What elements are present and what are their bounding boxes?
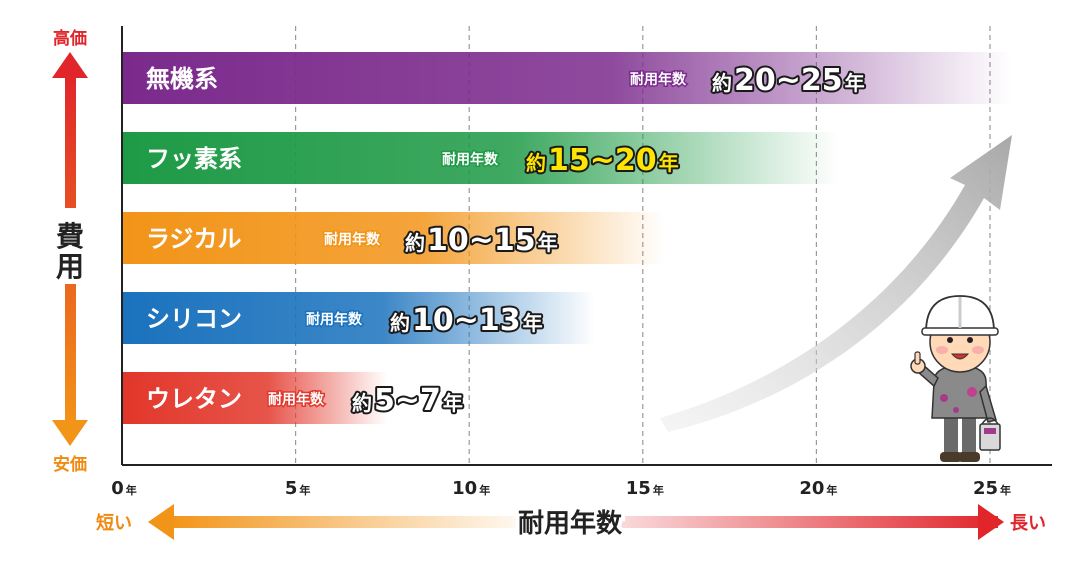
life-prefix-label: 耐用年数 (442, 151, 499, 168)
bar-category-label: シリコン (146, 305, 242, 333)
y-axis-title: 費用 (56, 220, 84, 283)
cost-arrow-up-icon (52, 52, 88, 78)
x-tick-label: 20 年 (799, 478, 837, 499)
duration-long-label: 長い (1010, 513, 1046, 534)
bar-category-label: フッ素系 (146, 145, 242, 173)
worker-mascot-icon (910, 295, 1001, 462)
life-prefix-label: 耐用年数 (630, 71, 687, 88)
life-range-label: 約20~25 年 (712, 63, 865, 98)
cost-label-bg (50, 208, 90, 284)
life-range-label: 約5~7 年 (352, 383, 463, 418)
life-range-label: 約10~15 年 (405, 223, 558, 258)
life-prefix-label: 耐用年数 (268, 391, 325, 408)
bar-5 (122, 372, 388, 424)
duration-short-label: 短い (96, 512, 132, 534)
bar-category-label: 無機系 (146, 65, 218, 93)
duration-arrow-left-icon (148, 504, 174, 540)
duration-arrow-right-icon (978, 504, 1004, 540)
x-tick-label: 25 年 (973, 478, 1011, 499)
x-ticks: 0 年 5 年 10 年 15 年 20 年 25 年 (111, 478, 1011, 499)
x-axis-title: 耐用年数 (518, 508, 623, 539)
bar-2 (122, 132, 839, 184)
bar-1 (122, 52, 1012, 104)
x-tick-label: 15 年 (626, 478, 664, 499)
bar-category-label: ウレタン (146, 385, 242, 413)
bar-category-label: ラジカル (146, 225, 242, 253)
x-tick-label: 10 年 (452, 478, 490, 499)
trend-up-arrow-icon (660, 135, 1012, 432)
bar-4 (122, 292, 596, 344)
life-range-label: 約15~20 年 (526, 143, 679, 178)
bar-3 (122, 212, 665, 264)
life-prefix-label: 耐用年数 (306, 311, 363, 328)
life-prefix-label: 耐用年数 (324, 231, 381, 248)
cost-high-label: 高価 (53, 28, 87, 49)
life-range-label: 約10~13 年 (390, 303, 543, 338)
duration-axis-shaft (168, 516, 998, 528)
cost-arrow-down-icon (52, 420, 88, 446)
cost-low-label: 安価 (53, 454, 87, 475)
